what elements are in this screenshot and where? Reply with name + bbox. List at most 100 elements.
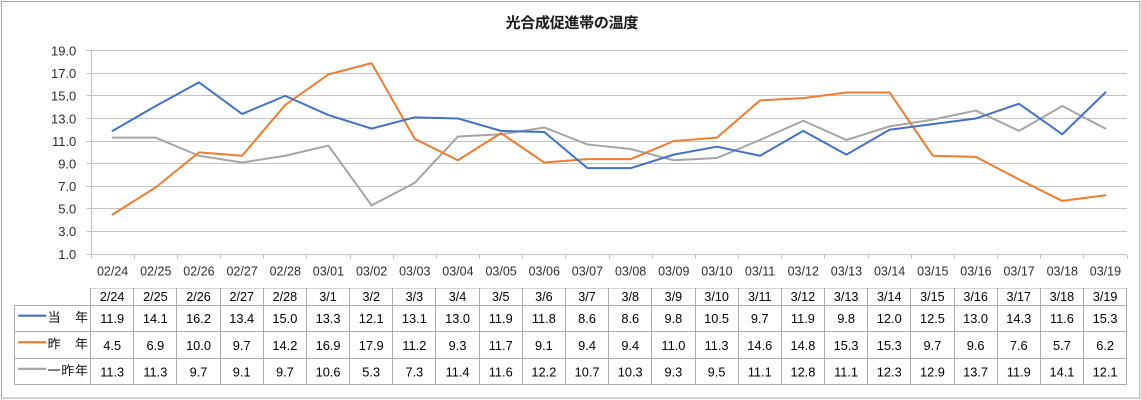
svg-text:9.7: 9.7 xyxy=(751,311,769,326)
svg-text:4.5: 4.5 xyxy=(103,338,121,353)
svg-text:6.2: 6.2 xyxy=(1096,338,1114,353)
svg-text:9.0: 9.0 xyxy=(58,156,76,171)
svg-text:03/01: 03/01 xyxy=(313,265,344,279)
svg-text:14.6: 14.6 xyxy=(747,338,772,353)
svg-text:9.7: 9.7 xyxy=(276,364,294,379)
svg-text:3/14: 3/14 xyxy=(877,290,902,304)
svg-text:12.3: 12.3 xyxy=(877,364,902,379)
svg-text:3.0: 3.0 xyxy=(58,224,76,239)
svg-text:03/02: 03/02 xyxy=(356,265,387,279)
svg-text:9.1: 9.1 xyxy=(535,338,553,353)
svg-text:03/10: 03/10 xyxy=(701,265,732,279)
svg-text:11.4: 11.4 xyxy=(446,364,470,379)
svg-text:17.9: 17.9 xyxy=(359,338,384,353)
svg-text:3/8: 3/8 xyxy=(621,290,639,304)
svg-text:15.0: 15.0 xyxy=(272,311,297,326)
svg-text:2/25: 2/25 xyxy=(143,290,168,304)
svg-text:3/16: 3/16 xyxy=(963,290,988,304)
svg-text:12.8: 12.8 xyxy=(790,364,815,379)
svg-text:12.5: 12.5 xyxy=(920,311,945,326)
svg-text:3/15: 3/15 xyxy=(920,290,945,304)
svg-text:3/5: 3/5 xyxy=(492,290,510,304)
svg-text:11.3: 11.3 xyxy=(143,364,167,379)
svg-text:11.1: 11.1 xyxy=(834,364,858,379)
svg-text:13.0: 13.0 xyxy=(963,311,988,326)
svg-text:8.6: 8.6 xyxy=(578,311,596,326)
svg-text:11.8: 11.8 xyxy=(532,311,556,326)
svg-text:14.1: 14.1 xyxy=(143,311,168,326)
svg-text:02/27: 02/27 xyxy=(226,265,257,279)
svg-text:10.0: 10.0 xyxy=(186,338,211,353)
svg-text:9.3: 9.3 xyxy=(449,338,467,353)
svg-text:03/13: 03/13 xyxy=(831,265,862,279)
svg-text:9.5: 9.5 xyxy=(708,364,726,379)
svg-text:13.3: 13.3 xyxy=(316,311,341,326)
svg-text:13.0: 13.0 xyxy=(445,311,470,326)
svg-text:14.2: 14.2 xyxy=(272,338,297,353)
svg-text:9.8: 9.8 xyxy=(665,311,683,326)
svg-text:11.9: 11.9 xyxy=(791,311,815,326)
svg-text:03/07: 03/07 xyxy=(572,265,603,279)
svg-text:3/6: 3/6 xyxy=(535,290,553,304)
svg-text:3/11: 3/11 xyxy=(748,290,772,304)
svg-text:3/1: 3/1 xyxy=(319,290,337,304)
svg-text:13.4: 13.4 xyxy=(229,311,254,326)
svg-text:03/18: 03/18 xyxy=(1047,265,1078,279)
svg-text:1.0: 1.0 xyxy=(58,247,76,262)
svg-text:8.6: 8.6 xyxy=(621,311,639,326)
svg-text:03/15: 03/15 xyxy=(917,265,948,279)
svg-text:15.3: 15.3 xyxy=(834,338,859,353)
svg-text:15.3: 15.3 xyxy=(1093,311,1118,326)
svg-text:7.6: 7.6 xyxy=(1010,338,1028,353)
svg-text:11.9: 11.9 xyxy=(489,311,513,326)
svg-text:9.7: 9.7 xyxy=(924,338,942,353)
svg-text:9.4: 9.4 xyxy=(578,338,596,353)
svg-text:3/19: 3/19 xyxy=(1093,290,1118,304)
svg-text:2/26: 2/26 xyxy=(186,290,211,304)
svg-text:9.6: 9.6 xyxy=(967,338,985,353)
svg-text:10.7: 10.7 xyxy=(575,364,600,379)
svg-text:13.1: 13.1 xyxy=(402,311,427,326)
svg-text:12.1: 12.1 xyxy=(359,311,384,326)
svg-text:19.0: 19.0 xyxy=(51,44,76,59)
svg-text:12.1: 12.1 xyxy=(1093,364,1118,379)
svg-text:3/12: 3/12 xyxy=(791,290,816,304)
svg-text:5.7: 5.7 xyxy=(1053,338,1071,353)
svg-text:2/27: 2/27 xyxy=(229,290,254,304)
svg-text:03/03: 03/03 xyxy=(399,265,430,279)
svg-text:11.1: 11.1 xyxy=(748,364,772,379)
svg-text:02/24: 02/24 xyxy=(97,265,128,279)
svg-text:13.7: 13.7 xyxy=(963,364,988,379)
svg-text:03/12: 03/12 xyxy=(788,265,819,279)
svg-text:9.7: 9.7 xyxy=(190,364,208,379)
svg-text:3/2: 3/2 xyxy=(362,290,380,304)
svg-text:2/28: 2/28 xyxy=(273,290,298,304)
svg-text:03/14: 03/14 xyxy=(874,265,905,279)
svg-text:13.0: 13.0 xyxy=(51,111,76,126)
svg-text:16.2: 16.2 xyxy=(186,311,211,326)
svg-text:14.1: 14.1 xyxy=(1049,364,1074,379)
svg-text:15.0: 15.0 xyxy=(51,89,76,104)
svg-text:14.8: 14.8 xyxy=(790,338,815,353)
svg-text:14.3: 14.3 xyxy=(1006,311,1031,326)
svg-text:15.3: 15.3 xyxy=(877,338,902,353)
svg-text:12.2: 12.2 xyxy=(531,364,556,379)
svg-text:11.0: 11.0 xyxy=(52,134,76,149)
svg-text:11.3: 11.3 xyxy=(100,364,124,379)
svg-text:3/4: 3/4 xyxy=(449,290,467,304)
svg-text:03/11: 03/11 xyxy=(745,265,775,279)
svg-text:03/09: 03/09 xyxy=(658,265,689,279)
svg-text:6.9: 6.9 xyxy=(146,338,164,353)
svg-text:03/19: 03/19 xyxy=(1090,265,1121,279)
svg-text:3/3: 3/3 xyxy=(406,290,424,304)
svg-text:02/26: 02/26 xyxy=(183,265,214,279)
svg-text:11.6: 11.6 xyxy=(489,364,513,379)
svg-text:03/08: 03/08 xyxy=(615,265,646,279)
svg-text:10.6: 10.6 xyxy=(316,364,341,379)
svg-text:3/18: 3/18 xyxy=(1050,290,1075,304)
svg-text:9.7: 9.7 xyxy=(233,338,251,353)
svg-text:3/10: 3/10 xyxy=(704,290,729,304)
svg-text:11.6: 11.6 xyxy=(1050,311,1074,326)
svg-text:03/16: 03/16 xyxy=(960,265,991,279)
svg-text:10.3: 10.3 xyxy=(618,364,643,379)
